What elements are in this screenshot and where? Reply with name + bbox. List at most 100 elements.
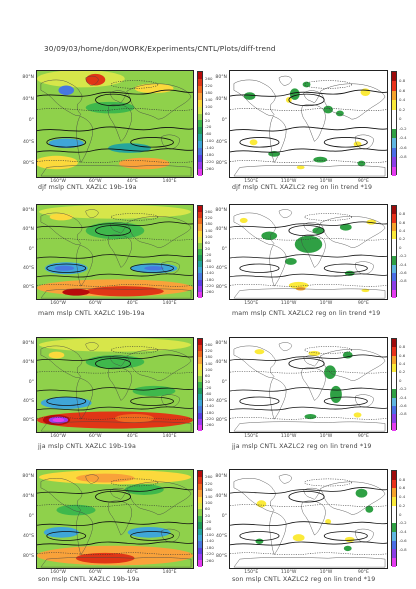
caption-djf-diff: djf mslp CNTL XAZLC 19b-19a (38, 184, 137, 191)
lat-tick-label: 80°S (22, 161, 34, 167)
colorbar (197, 71, 203, 176)
lon-tick-label: 140°E (162, 301, 177, 306)
colorbar-label: 220 (205, 82, 213, 88)
lat-tick-label: 80°S (215, 161, 227, 167)
lon-tick-label: 110°W (280, 301, 297, 306)
colorbar-swatch (392, 72, 396, 82)
colorbar-swatch (198, 418, 202, 425)
colorbar-swatch (392, 214, 396, 223)
colorbar-swatch (392, 364, 396, 373)
colorbar-label: -60 (205, 525, 212, 531)
lat-tick-label: 40°N (22, 227, 34, 233)
colorbar-swatch (392, 540, 396, 550)
lat-tick-label: 40°S (215, 533, 227, 539)
colorbar-swatch (392, 532, 396, 541)
colorbar-swatch (198, 363, 202, 370)
caption-mam-diff: mam mslp CNTL XAZLC 19b-19a (38, 310, 145, 317)
colorbar-swatch (392, 414, 396, 423)
colorbar-swatch (198, 554, 202, 561)
colorbar-swatch (198, 230, 202, 237)
colorbar-swatch (198, 388, 202, 395)
colorbar-swatch (198, 261, 202, 268)
colorbar-swatch (198, 560, 202, 567)
colorbar-swatch (198, 534, 202, 542)
colorbar-swatch (198, 339, 202, 346)
colorbar-label: -260 (205, 421, 214, 427)
caption-son-trend: son mslp CNTL XAZLC2 reg on lin trend *1… (232, 576, 376, 583)
map-jja-diff (36, 337, 194, 433)
colorbar-label: 0 (399, 244, 402, 250)
colorbar-label: -180 (205, 544, 214, 550)
colorbar-swatch (198, 218, 202, 225)
colorbar-swatch (198, 279, 202, 286)
colorbar-label: 0.4 (399, 97, 406, 103)
lon-tick-label: 150°E (244, 434, 259, 439)
colorbar-label: 180 (205, 221, 213, 227)
colorbar-swatch (392, 422, 396, 431)
colorbar-swatch (392, 405, 396, 415)
lat-tick-label: 80°S (22, 285, 34, 291)
lat-tick-label: 40°N (22, 96, 34, 102)
caption-jja-diff: jja mslp CNTL XAZLC 19b-19a (38, 443, 137, 450)
colorbar-label: 20 (205, 117, 210, 123)
colorbar-label: -220 (205, 415, 214, 421)
map-mam-trend (229, 204, 388, 300)
colorbar-swatch (198, 496, 202, 503)
lon-tick-label: 10°W (319, 179, 333, 184)
colorbar-swatch (198, 406, 202, 413)
map-mam-diff (36, 204, 194, 300)
colorbar-label: 0.2 (399, 106, 406, 112)
lat-tick-label: 80°N (215, 75, 227, 81)
colorbar-swatch (198, 381, 202, 388)
lat-tick-label: 0° (221, 379, 227, 385)
lat-tick-label: 80°N (215, 473, 227, 479)
lat-tick-label: 80°S (215, 553, 227, 559)
colorbar-label: 20 (205, 245, 210, 251)
colorbar-swatch (198, 394, 202, 401)
colorbar-swatch (198, 134, 202, 142)
colorbar-swatch (198, 78, 202, 86)
colorbar-label: 0.6 (399, 219, 406, 225)
colorbar-label: -0.4 (399, 261, 407, 267)
colorbar-label: -140 (205, 270, 214, 276)
colorbar-label: -100 (205, 264, 214, 270)
colorbar-label: 0.4 (399, 494, 406, 500)
colorbar-swatch (198, 85, 202, 93)
colorbar-label: 0.2 (399, 502, 406, 508)
colorbar-label: 0 (399, 377, 402, 383)
colorbar-label: 0.8 (399, 476, 406, 482)
colorbar-label: 260 (205, 342, 213, 348)
colorbar-label: 60 (205, 110, 210, 116)
colorbar-label: -0.6 (399, 269, 407, 275)
colorbar-label: 0.2 (399, 236, 406, 242)
lon-tick-label: 90°E (357, 179, 369, 184)
colorbar-label: -0.2 (399, 386, 407, 392)
colorbar-swatch (392, 128, 396, 139)
colorbar-swatch (392, 497, 396, 506)
colorbar-swatch (198, 72, 202, 79)
colorbar-label: -220 (205, 159, 214, 165)
lat-tick-label: 40°S (215, 398, 227, 404)
colorbar-swatch (392, 231, 396, 240)
lon-tick-label: 140°E (162, 434, 177, 439)
colorbar-swatch (392, 397, 396, 406)
lat-tick-label: 40°N (22, 493, 34, 499)
colorbar-label: -20 (205, 124, 212, 130)
lat-tick-label: 40°S (22, 265, 34, 271)
colorbar-label: 140 (205, 360, 213, 366)
colorbar-swatch (198, 127, 202, 135)
colorbar-swatch (392, 256, 396, 265)
colorbar-swatch (392, 90, 396, 101)
colorbar-label: -0.8 (399, 411, 407, 417)
colorbar-swatch (198, 471, 202, 478)
colorbar-swatch (198, 106, 202, 114)
colorbar-swatch (198, 285, 202, 292)
colorbar-label: -140 (205, 403, 214, 409)
colorbar-label: 260 (205, 75, 213, 81)
colorbar-swatch (198, 515, 202, 523)
colorbar-swatch (198, 345, 202, 352)
colorbar-label: 0.6 (399, 352, 406, 358)
colorbar-label: -60 (205, 258, 212, 264)
colorbar-swatch (392, 479, 396, 489)
colorbar-label: 20 (205, 378, 210, 384)
